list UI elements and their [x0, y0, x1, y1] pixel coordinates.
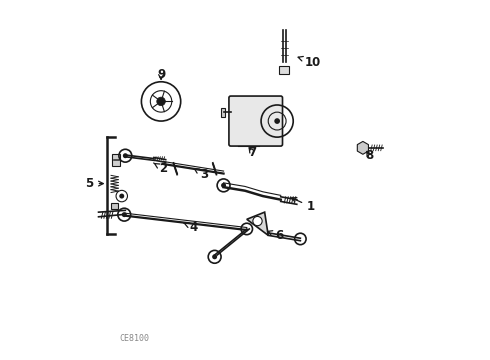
Circle shape — [253, 216, 262, 226]
Circle shape — [212, 254, 217, 259]
FancyBboxPatch shape — [229, 96, 283, 146]
Text: 1: 1 — [292, 198, 315, 213]
FancyBboxPatch shape — [279, 66, 289, 74]
Circle shape — [122, 212, 127, 217]
FancyBboxPatch shape — [112, 154, 120, 166]
Text: 5: 5 — [85, 177, 103, 190]
Text: 2: 2 — [154, 162, 167, 175]
Circle shape — [274, 118, 280, 124]
FancyBboxPatch shape — [111, 203, 118, 209]
Circle shape — [157, 97, 165, 106]
Polygon shape — [247, 212, 268, 235]
FancyBboxPatch shape — [221, 108, 225, 117]
Text: 6: 6 — [268, 229, 283, 242]
Text: 3: 3 — [194, 168, 208, 181]
Text: 8: 8 — [365, 149, 373, 162]
Text: 9: 9 — [157, 68, 165, 81]
Text: 10: 10 — [298, 55, 321, 69]
Text: 7: 7 — [248, 146, 256, 159]
Polygon shape — [357, 141, 368, 154]
Text: 4: 4 — [184, 221, 197, 234]
Circle shape — [119, 194, 124, 199]
Circle shape — [221, 183, 226, 188]
Circle shape — [123, 153, 128, 158]
Text: CE8100: CE8100 — [119, 334, 149, 343]
